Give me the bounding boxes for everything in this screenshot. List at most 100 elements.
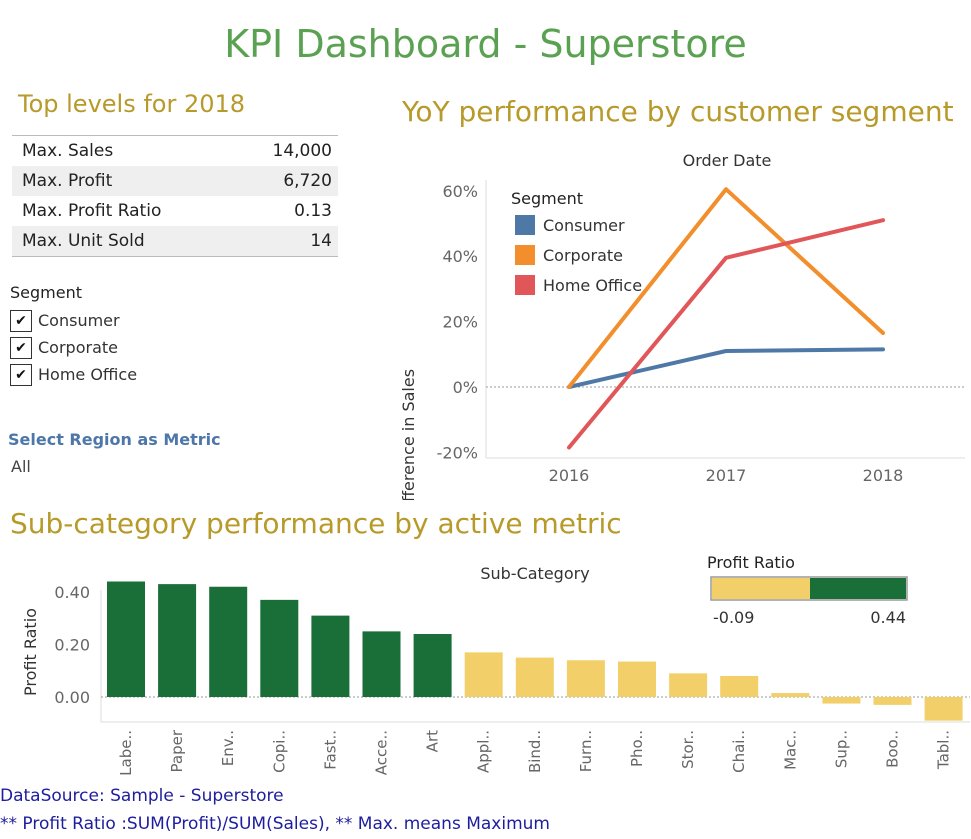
bar[interactable] bbox=[771, 693, 810, 697]
bar-x-tick-label: Stor.. bbox=[679, 730, 697, 769]
kpi-value: 6,720 bbox=[283, 171, 332, 191]
kpi-label: Max. Profit Ratio bbox=[22, 201, 162, 221]
bar[interactable] bbox=[209, 586, 248, 697]
bar[interactable] bbox=[158, 584, 197, 697]
segment-option-corporate[interactable]: ✔ Corporate bbox=[10, 334, 137, 361]
profit-ratio-legend: Profit Ratio -0.09 0.44 bbox=[707, 553, 908, 627]
segment-option-consumer[interactable]: ✔ Consumer bbox=[10, 307, 137, 334]
line-y-tick-label: 20% bbox=[442, 313, 478, 332]
kpi-row: Max. Profit Ratio 0.13 bbox=[12, 196, 338, 226]
legend-swatch-corporate bbox=[515, 245, 535, 265]
segment-filter-label: Segment bbox=[10, 283, 82, 302]
series-line-consumer[interactable] bbox=[567, 347, 885, 389]
bar-x-tick-label: Boo.. bbox=[884, 730, 902, 768]
yoy-section-title: YoY performance by customer segment bbox=[402, 95, 954, 128]
bar[interactable] bbox=[822, 697, 861, 704]
legend-label-consumer: Consumer bbox=[543, 216, 625, 235]
top-levels-title: Top levels for 2018 bbox=[18, 90, 246, 118]
bar-x-tick-label: Furn.. bbox=[577, 730, 595, 772]
checkbox-checked-icon[interactable]: ✔ bbox=[10, 363, 32, 386]
region-param-label: Select Region as Metric bbox=[8, 430, 221, 449]
kpi-label: Max. Unit Sold bbox=[22, 231, 145, 251]
line-y-tick-label: 0% bbox=[453, 378, 478, 397]
checkbox-checked-icon[interactable]: ✔ bbox=[10, 336, 32, 359]
bar-x-tick-label: Fast.. bbox=[321, 730, 339, 770]
segment-filter: Segment ✔ Consumer ✔ Corporate ✔ Home Of… bbox=[10, 283, 137, 388]
kpi-value: 0.13 bbox=[294, 201, 332, 221]
profit-legend-high-swatch bbox=[810, 578, 906, 599]
footer-note: ** Profit Ratio :SUM(Profit)/SUM(Sales),… bbox=[0, 814, 550, 834]
series-line-corporate[interactable] bbox=[567, 187, 885, 389]
footer-source: DataSource: Sample - Superstore bbox=[0, 786, 284, 806]
bar-x-tick-label: Bind.. bbox=[526, 730, 544, 773]
yoy-line-chart: Order Date % Difference in Sales -20% 0% 2… bbox=[399, 151, 965, 500]
bar-x-tick-label: Tabl.. bbox=[935, 730, 953, 770]
profit-legend-title: Profit Ratio bbox=[707, 553, 795, 572]
kpi-label: Max. Profit bbox=[22, 171, 113, 191]
profit-legend-frame bbox=[710, 576, 908, 601]
bar-y-tick-label: 0.00 bbox=[54, 688, 90, 707]
profit-legend-low-swatch bbox=[712, 578, 810, 599]
kpi-row: Max. Unit Sold 14 bbox=[12, 226, 338, 256]
legend-label-home-office: Home Office bbox=[543, 276, 642, 295]
bar-y-tick-label: 0.20 bbox=[54, 636, 90, 655]
kpi-label: Max. Sales bbox=[22, 141, 114, 161]
bar-x-tick-label: Mac.. bbox=[781, 730, 799, 770]
bar-x-tick-label: Appl.. bbox=[475, 730, 493, 773]
line-y-tick-label: 60% bbox=[442, 182, 478, 201]
bar[interactable] bbox=[924, 697, 963, 721]
bar-x-tick-label: Art bbox=[424, 730, 442, 752]
segment-option-label[interactable]: Corporate bbox=[38, 338, 118, 357]
bar[interactable] bbox=[260, 599, 299, 697]
bar[interactable] bbox=[107, 581, 145, 698]
line-y-tick-label: -20% bbox=[437, 443, 478, 462]
region-param-value[interactable]: All bbox=[11, 457, 31, 476]
bar-x-tick-label: Paper bbox=[168, 729, 186, 772]
bar-x-tick-label: Pho.. bbox=[628, 730, 646, 767]
profit-legend-min: -0.09 bbox=[713, 608, 754, 627]
bar[interactable] bbox=[362, 631, 401, 697]
kpi-value: 14,000 bbox=[272, 141, 332, 161]
legend-swatch-consumer bbox=[515, 215, 535, 235]
bar[interactable] bbox=[669, 673, 708, 697]
bar-x-tick-label: Copi.. bbox=[270, 730, 288, 773]
line-x-tick-label: 2018 bbox=[863, 466, 904, 485]
segment-option-label[interactable]: Consumer bbox=[38, 311, 120, 330]
subcategory-bar-chart: Sub-Category Profit Ratio 0.00 0.20 0.40 L… bbox=[21, 553, 970, 776]
kpi-row: Max. Profit 6,720 bbox=[12, 166, 338, 196]
segment-option-label[interactable]: Home Office bbox=[38, 365, 138, 384]
bar[interactable] bbox=[720, 676, 759, 697]
bar[interactable] bbox=[311, 615, 350, 697]
bar-chart-title: Sub-Category bbox=[480, 564, 589, 583]
legend-title: Segment bbox=[511, 189, 583, 208]
bar-x-tick-label: Sup.. bbox=[832, 730, 850, 768]
bar-y-tick-label: 0.40 bbox=[54, 583, 90, 602]
bar-x-tick-label: Acce.. bbox=[373, 730, 391, 775]
bar-x-tick-label: Chai.. bbox=[730, 730, 748, 773]
profit-legend-max: 0.44 bbox=[870, 608, 906, 627]
kpi-table: Max. Sales 14,000 Max. Profit 6,720 Max.… bbox=[12, 135, 338, 257]
bar[interactable] bbox=[566, 660, 605, 697]
bar[interactable] bbox=[618, 661, 656, 697]
segment-legend: Segment Consumer Corporate Home Office bbox=[511, 189, 642, 295]
bar-x-tick-label: Env.. bbox=[219, 730, 237, 766]
bar[interactable] bbox=[464, 652, 503, 697]
kpi-row: Max. Sales 14,000 bbox=[12, 136, 338, 166]
line-chart-ylabel: % Difference in Sales bbox=[399, 369, 418, 500]
line-chart-title: Order Date bbox=[683, 151, 772, 170]
bar[interactable] bbox=[413, 634, 452, 697]
series-line-home-office[interactable] bbox=[567, 218, 885, 450]
bar[interactable] bbox=[515, 657, 554, 697]
line-x-tick-label: 2016 bbox=[549, 466, 590, 485]
bar-chart-ylabel: Profit Ratio bbox=[21, 608, 40, 696]
dashboard-title: KPI Dashboard - Superstore bbox=[224, 22, 747, 66]
legend-label-corporate: Corporate bbox=[543, 246, 623, 265]
line-x-tick-label: 2017 bbox=[706, 466, 747, 485]
checkbox-checked-icon[interactable]: ✔ bbox=[10, 309, 32, 332]
bar[interactable] bbox=[873, 697, 912, 705]
line-y-tick-label: 40% bbox=[442, 247, 478, 266]
subcategory-section-title: Sub-category performance by active metri… bbox=[10, 507, 622, 540]
legend-swatch-home-office bbox=[515, 275, 535, 295]
bar-x-tick-label: Labe.. bbox=[117, 730, 135, 776]
segment-option-home-office[interactable]: ✔ Home Office bbox=[10, 361, 137, 388]
